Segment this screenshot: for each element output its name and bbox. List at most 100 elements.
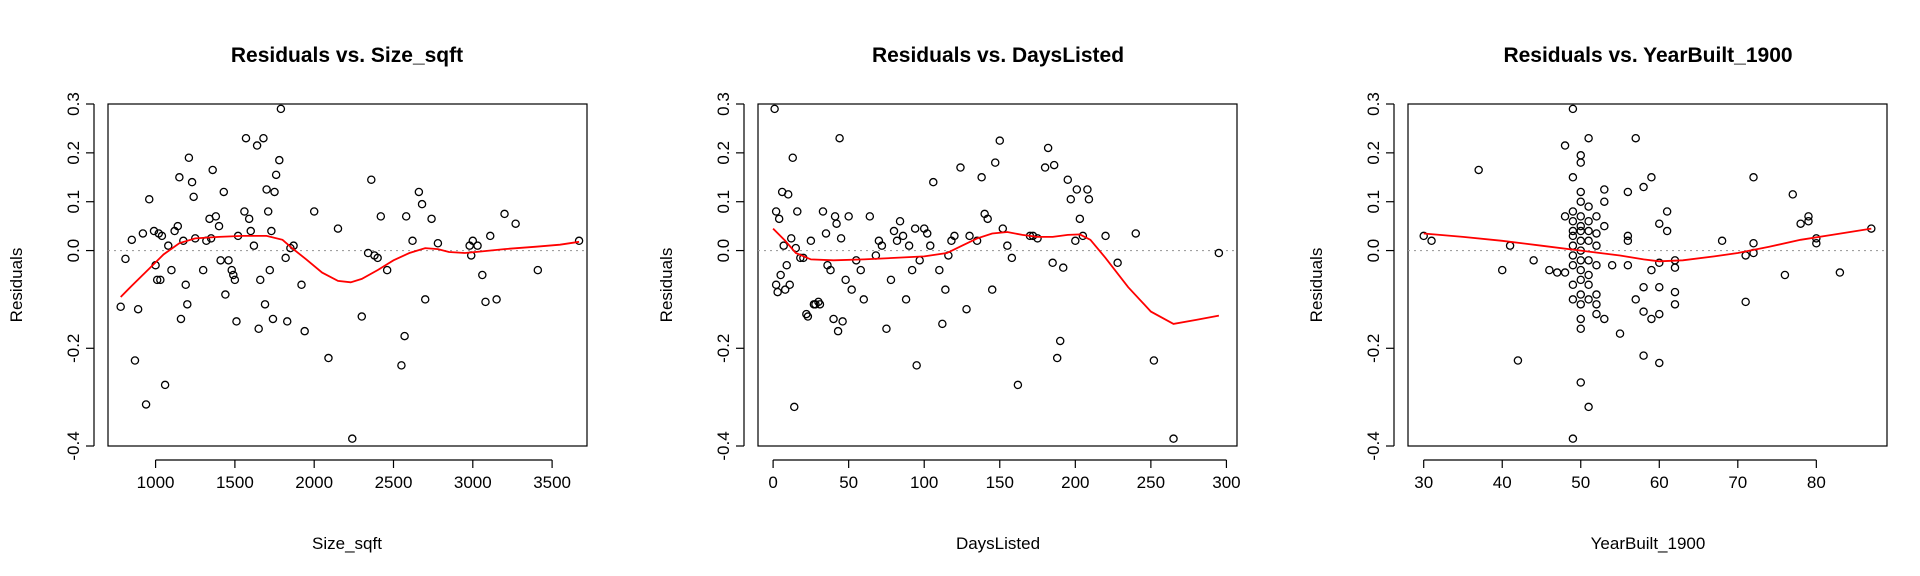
data-point: [373, 253, 382, 263]
data-point: [1670, 300, 1680, 309]
data-point: [829, 314, 838, 324]
plot-frame: [1407, 103, 1888, 447]
data-point: [1812, 238, 1821, 248]
data-point: [433, 238, 443, 248]
data-point: [1063, 175, 1073, 184]
data-point: [376, 212, 386, 221]
data-point: [1670, 263, 1680, 272]
data-point: [856, 265, 866, 275]
data-point: [779, 241, 788, 250]
data-point: [175, 173, 184, 182]
data-point: [276, 104, 286, 114]
data-point: [130, 356, 140, 365]
y-tick-label: 0.1: [1364, 190, 1383, 214]
data-point: [1113, 258, 1122, 268]
x-tick-label: 0: [768, 473, 777, 492]
data-point: [1584, 202, 1593, 211]
data-point: [420, 295, 430, 304]
x-tick-label: 60: [1650, 473, 1669, 492]
y-tick-label: 0.0: [714, 239, 733, 263]
data-point: [173, 221, 183, 231]
data-point: [1647, 314, 1656, 324]
data-point: [987, 285, 997, 294]
data-point: [268, 314, 278, 324]
data-point: [1835, 268, 1845, 277]
data-point: [1576, 275, 1586, 285]
data-point: [271, 170, 281, 180]
data-point: [1066, 195, 1076, 204]
data-point: [1655, 309, 1664, 319]
data-point: [1568, 251, 1578, 260]
data-point: [230, 275, 240, 285]
data-point: [793, 207, 802, 216]
data-point: [1576, 324, 1586, 333]
data-point: [574, 236, 584, 246]
data-point: [417, 199, 427, 209]
data-point: [281, 253, 290, 263]
data-point: [254, 324, 263, 333]
data-point: [773, 287, 782, 297]
smooth-line: [772, 227, 1220, 325]
data-point: [1075, 214, 1085, 224]
data-point: [898, 231, 908, 241]
y-tick-label: -0.4: [64, 431, 83, 460]
data-point: [1033, 234, 1042, 243]
data-point: [1592, 241, 1601, 250]
data-point: [938, 319, 947, 329]
data-point: [1568, 217, 1578, 226]
data-point: [1662, 226, 1672, 236]
data-point: [910, 224, 920, 233]
data-point: [950, 231, 959, 241]
data-point: [252, 141, 262, 150]
data-point: [1568, 104, 1578, 114]
data-point: [1796, 219, 1805, 228]
data-point: [160, 380, 170, 390]
data-point: [1623, 260, 1633, 270]
data-point: [141, 400, 151, 409]
data-point: [224, 256, 233, 265]
data-point: [156, 275, 165, 285]
data-point: [468, 236, 478, 246]
data-point: [1419, 231, 1428, 241]
data-point: [219, 187, 229, 197]
data-point: [241, 133, 251, 143]
data-point: [895, 217, 905, 226]
scatter-points: [1419, 104, 1876, 443]
data-point: [1655, 258, 1664, 268]
scatter-points: [770, 104, 1224, 443]
data-point: [835, 133, 844, 143]
data-point: [1592, 309, 1601, 319]
panel-year-built: Residuals vs. YearBuilt_1900 YearBuilt_1…: [1307, 44, 1888, 553]
data-point: [1568, 434, 1578, 443]
data-point: [1631, 295, 1640, 304]
scatter-points: [116, 104, 584, 443]
data-point: [1071, 236, 1080, 246]
y-axis-label: Residuals: [7, 248, 26, 323]
data-point: [414, 187, 424, 197]
data-point: [782, 260, 791, 270]
data-point: [847, 285, 856, 294]
data-point: [481, 297, 490, 307]
data-point: [1655, 219, 1664, 228]
data-point: [265, 265, 275, 275]
data-point: [1639, 282, 1648, 292]
data-point: [1474, 165, 1483, 175]
x-tick-label: 2000: [295, 473, 333, 492]
data-point: [485, 231, 495, 241]
data-point: [892, 236, 902, 246]
data-point: [886, 275, 896, 285]
data-point: [397, 361, 406, 370]
data-point: [1592, 212, 1601, 221]
data-point: [408, 236, 417, 246]
data-point: [1639, 182, 1648, 192]
data-point: [367, 175, 376, 184]
y-tick-label: 0.3: [1364, 92, 1383, 116]
chart-title: Residuals vs. Size_sqft: [231, 44, 463, 67]
x-axis-label: DaysListed: [956, 534, 1040, 553]
data-point: [1639, 307, 1648, 316]
data-point: [1804, 217, 1813, 226]
data-point: [246, 226, 255, 236]
data-point: [935, 265, 944, 275]
plot-frame: [107, 103, 588, 447]
data-point: [806, 236, 816, 246]
